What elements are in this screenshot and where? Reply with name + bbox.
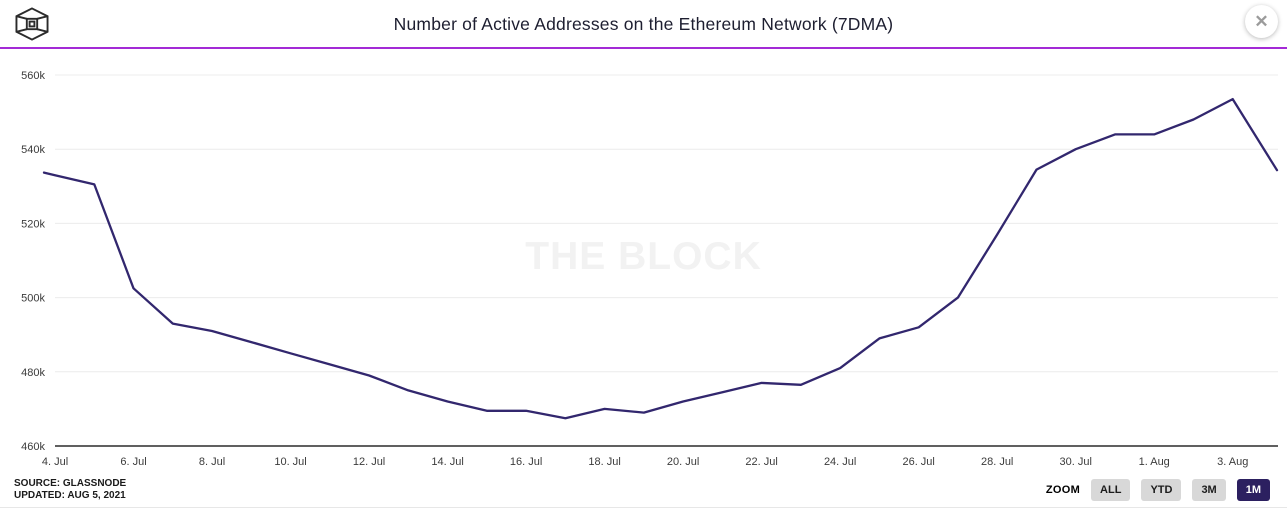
y-tick-label: 460k bbox=[21, 441, 45, 453]
x-tick-label: 20. Jul bbox=[667, 456, 699, 468]
y-tick-label: 540k bbox=[21, 144, 45, 156]
header-divider bbox=[0, 47, 1287, 49]
zoom-label: ZOOM bbox=[1045, 484, 1081, 496]
y-tick-label: 560k bbox=[21, 70, 45, 82]
updated-line: UPDATED: AUG 5, 2021 bbox=[14, 490, 126, 501]
x-tick-label: 24. Jul bbox=[824, 456, 856, 468]
zoom-button-group: ALL YTD 3M 1M bbox=[1080, 479, 1270, 501]
x-tick-label: 8. Jul bbox=[199, 456, 225, 468]
x-tick-label: 12. Jul bbox=[353, 456, 385, 468]
x-tick-label: 6. Jul bbox=[120, 456, 146, 468]
watermark: THE BLOCK bbox=[525, 235, 762, 278]
x-tick-label: 16. Jul bbox=[510, 456, 542, 468]
y-tick-label: 480k bbox=[21, 367, 45, 379]
source-line: SOURCE: GLASSNODE bbox=[14, 478, 127, 489]
zoom-button-ytd[interactable]: YTD bbox=[1141, 479, 1182, 501]
x-tick-label: 18. Jul bbox=[588, 456, 620, 468]
zoom-button-3m[interactable]: 3M bbox=[1192, 479, 1226, 501]
x-tick-label: 30. Jul bbox=[1059, 456, 1091, 468]
x-tick-label: 3. Aug bbox=[1217, 456, 1248, 468]
zoom-controls: ZOOM ALL YTD 3M 1M bbox=[1046, 479, 1270, 501]
series-line bbox=[42, 97, 1279, 420]
the-block-logo bbox=[15, 7, 49, 41]
y-tick-label: 520k bbox=[21, 218, 45, 230]
y-tick-label: 500k bbox=[21, 293, 45, 305]
x-tick-label: 22. Jul bbox=[745, 456, 777, 468]
x-tick-label: 1. Aug bbox=[1139, 456, 1170, 468]
x-tick-label: 26. Jul bbox=[902, 456, 934, 468]
close-icon: ✕ bbox=[1254, 12, 1269, 31]
x-tick-label: 4. Jul bbox=[42, 456, 68, 468]
x-tick-label: 28. Jul bbox=[981, 456, 1013, 468]
zoom-button-all[interactable]: ALL bbox=[1091, 479, 1131, 501]
x-tick-label: 10. Jul bbox=[274, 456, 306, 468]
source-attribution: SOURCE: GLASSNODE UPDATED: AUG 5, 2021 bbox=[14, 478, 126, 502]
zoom-button-1m[interactable]: 1M bbox=[1236, 479, 1270, 501]
chart-title: Number of Active Addresses on the Ethere… bbox=[393, 14, 894, 34]
bottom-border bbox=[0, 507, 1287, 508]
x-tick-label: 14. Jul bbox=[431, 456, 463, 468]
close-button[interactable]: ✕ bbox=[1245, 5, 1278, 38]
